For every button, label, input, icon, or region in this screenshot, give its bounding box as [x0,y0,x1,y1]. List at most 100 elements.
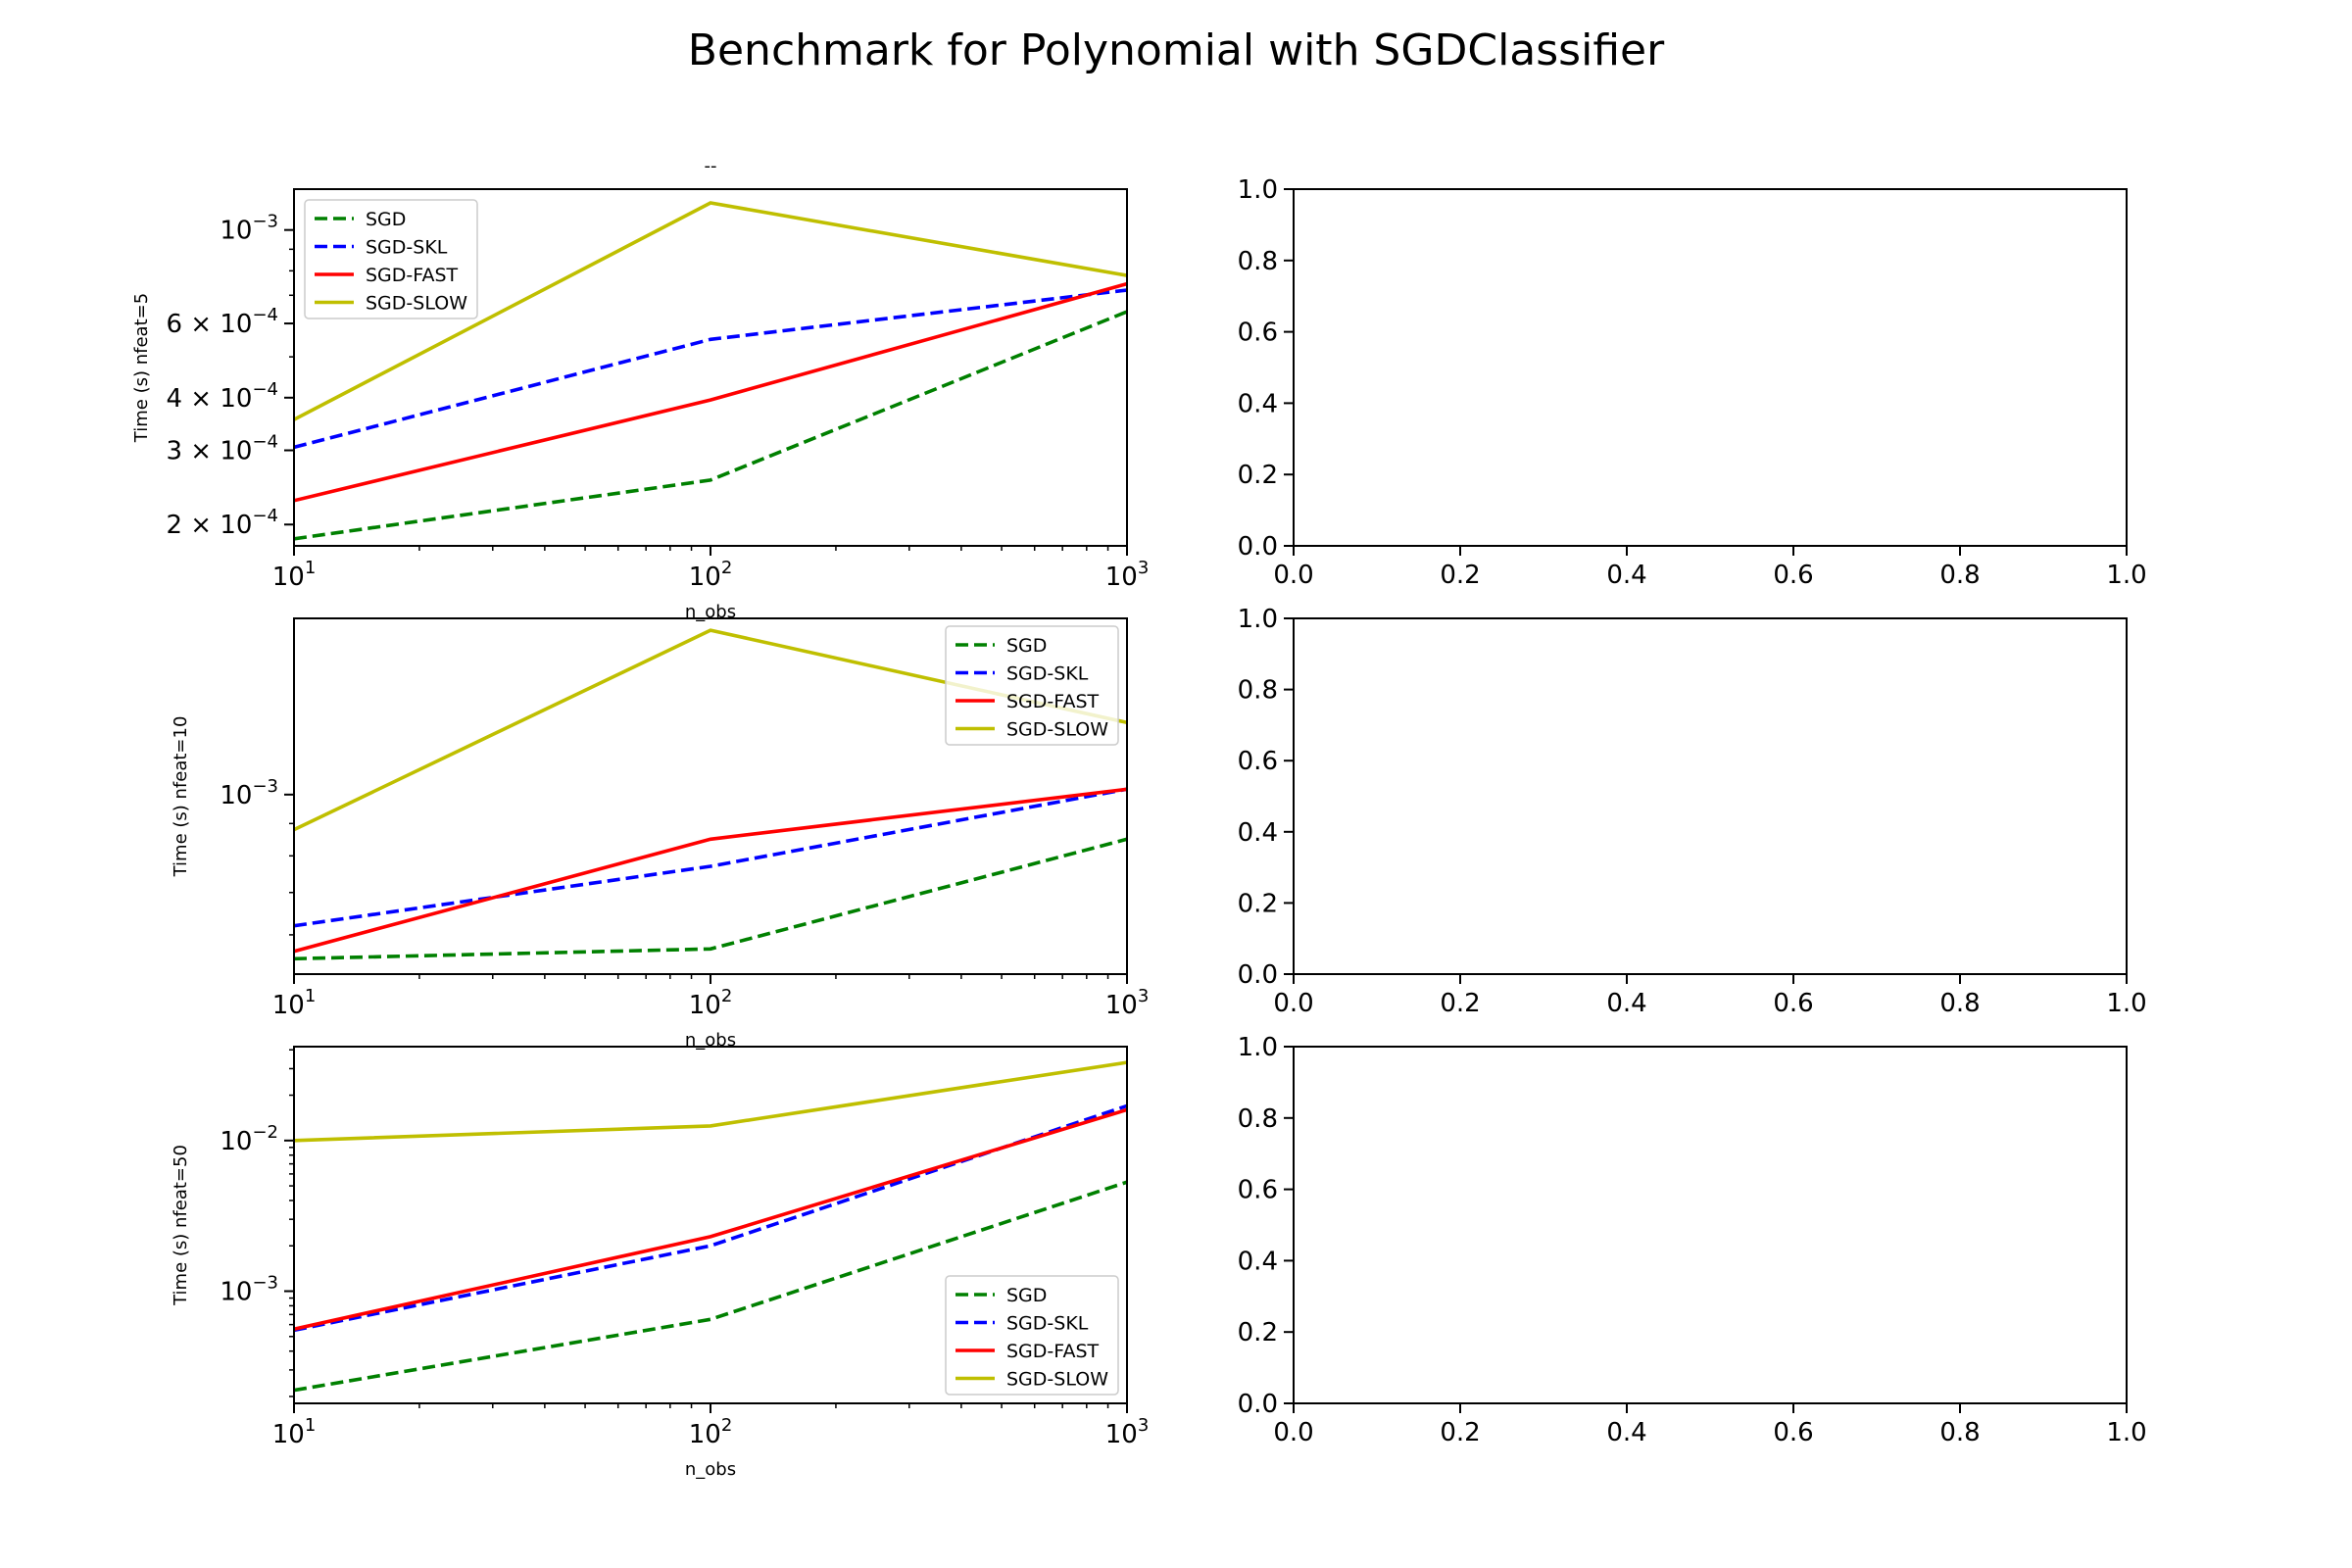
x-tick-label: 103 [1105,558,1150,592]
y-tick-label: 1.0 [1238,1033,1278,1062]
plot-frame [1293,188,2128,547]
legend-label-sgd-slow: SGD-SLOW [366,293,467,315]
y-tick-label: 0.0 [1238,960,1278,990]
y-axis-label: Time (s) nfeat=5 [131,293,152,443]
y-tick-label: 10−3 [220,212,278,246]
series-line-sgd-slow [294,201,1127,421]
x-tick-label: 0.6 [1773,1418,1813,1447]
x-tick-label: 0.4 [1606,561,1646,590]
y-tick-label: 10−3 [220,776,278,810]
y-tick-label: 0.4 [1238,1247,1278,1276]
subplot-3: 101 102 103 10−3 10−2 Time (s) nfeat=50 n_obs S… [171,1046,1150,1480]
x-tick-label: 0.8 [1939,1418,1980,1447]
plot-frame [1293,1046,2128,1404]
series-line-sgd-skl [294,787,1127,928]
y-tick-label: 0.4 [1238,389,1278,418]
y-tick-label: 2 × 10−4 [167,506,279,540]
series-line-sgd [294,310,1127,541]
series-line-sgd-fast [294,1107,1127,1331]
legend-label-sgd-slow: SGD-SLOW [1006,1369,1108,1391]
series-line-sgd-fast [294,281,1127,503]
x-tick-label: 101 [272,986,317,1020]
legend-frame [304,199,478,319]
y-tick-label: 0.8 [1238,676,1278,706]
legend-label-sgd: SGD [1006,635,1047,657]
y-tick-label: 0.6 [1238,747,1278,776]
x-tick-label: 102 [689,1415,733,1449]
subplot-4: 0.0 0.2 0.4 0.6 0.8 1.0 0.0 0.2 0.4 0.6 0.8 1.0 [1238,175,2147,590]
x-axis-label: n_obs [685,602,736,622]
legend-label-sgd-slow: SGD-SLOW [1006,719,1108,741]
legend-label-sgd-skl: SGD-SKL [1006,663,1089,685]
x-tick-label: 0.6 [1773,989,1813,1018]
y-tick-label: 0.8 [1238,1104,1278,1134]
legend-label-sgd-skl: SGD-SKL [1006,1313,1089,1335]
y-tick-label: 0.6 [1238,318,1278,348]
legend-frame [945,1275,1119,1396]
legend: SGD SGD-SKL SGD-FAST SGD-SLOW [945,625,1119,746]
subplot-5: 0.0 0.2 0.4 0.6 0.8 1.0 0.0 0.2 0.4 0.6 0.8 1.0 [1238,605,2147,1018]
x-tick-label: 1.0 [2106,561,2146,590]
series-lines [294,201,1127,541]
y-tick-label: 10−3 [220,1273,278,1307]
subplot-6: 0.0 0.2 0.4 0.6 0.8 1.0 0.0 0.2 0.4 0.6 0.8 1.0 [1238,1033,2147,1447]
y-tick-label: 0.2 [1238,889,1278,918]
x-tick-label: 0.4 [1606,989,1646,1018]
figure-title: Benchmark for Polynomial with SGDClassif… [688,25,1665,75]
x-tick-label: 1.0 [2106,989,2146,1018]
y-axis-label: Time (s) nfeat=50 [171,1145,191,1306]
y-tick-label: 4 × 10−4 [167,379,279,414]
x-tick-label: 103 [1105,986,1150,1020]
legend-label-sgd-skl: SGD-SKL [366,237,448,259]
x-tick-label: 0.0 [1273,561,1313,590]
subplot-1: 101 102 103 2 × 10−4 3 × 10−4 4 × 10−4 6 × 10−… [131,156,1149,622]
y-tick-label: 3 × 10−4 [167,432,279,466]
legend-frame [945,625,1119,746]
y-axis-label: Time (s) nfeat=10 [171,716,191,878]
series-line-sgd-skl [294,288,1127,450]
y-tick-label: 1.0 [1238,605,1278,634]
legend-label-sgd-fast: SGD-FAST [1006,1341,1100,1362]
x-tick-label: 0.0 [1273,989,1313,1018]
x-tick-label: 0.8 [1939,561,1980,590]
x-tick-label: 101 [272,558,317,592]
series-line-sgd-slow [294,1060,1127,1143]
x-tick-label: 0.2 [1440,561,1480,590]
y-tick-label: 1.0 [1238,175,1278,205]
y-tick-label: 0.0 [1238,1390,1278,1419]
series-line-sgd-fast [294,787,1127,954]
x-tick-label: 102 [689,986,733,1020]
x-tick-label: 103 [1105,1415,1150,1449]
legend-label-sgd-fast: SGD-FAST [1006,691,1100,712]
x-tick-label: 101 [272,1415,317,1449]
legend-label-sgd-fast: SGD-FAST [366,265,459,286]
x-tick-label: 102 [689,558,733,592]
legend: SGD SGD-SKL SGD-FAST SGD-SLOW [945,1275,1119,1396]
y-tick-label: 10−2 [220,1122,278,1156]
subplots: 101 102 103 2 × 10−4 3 × 10−4 4 × 10−4 6 × 10−… [131,156,2147,1480]
series-line-sgd [294,1180,1127,1393]
series-lines [294,1060,1127,1393]
x-tick-label: 0.4 [1606,1418,1646,1447]
x-tick-label: 0.6 [1773,561,1813,590]
y-tick-label: 6 × 10−4 [167,305,279,339]
subplot-title: -- [705,156,717,176]
y-tick-label: 0.4 [1238,818,1278,848]
y-tick-label: 0.6 [1238,1176,1278,1205]
y-tick-label: 0.8 [1238,247,1278,276]
series-line-sgd [294,837,1127,961]
x-axis-label: n_obs [685,1030,736,1051]
x-tick-label: 1.0 [2106,1418,2146,1447]
x-tick-label: 0.2 [1440,989,1480,1018]
y-tick-label: 0.2 [1238,461,1278,490]
legend: SGD SGD-SKL SGD-FAST SGD-SLOW [304,199,478,319]
legend-label-sgd: SGD [366,209,406,230]
x-tick-label: 0.0 [1273,1418,1313,1447]
y-tick-label: 0.2 [1238,1318,1278,1348]
x-tick-label: 0.2 [1440,1418,1480,1447]
y-tick-label: 0.0 [1238,532,1278,562]
legend-label-sgd: SGD [1006,1285,1047,1306]
plot-frame [1293,617,2128,975]
